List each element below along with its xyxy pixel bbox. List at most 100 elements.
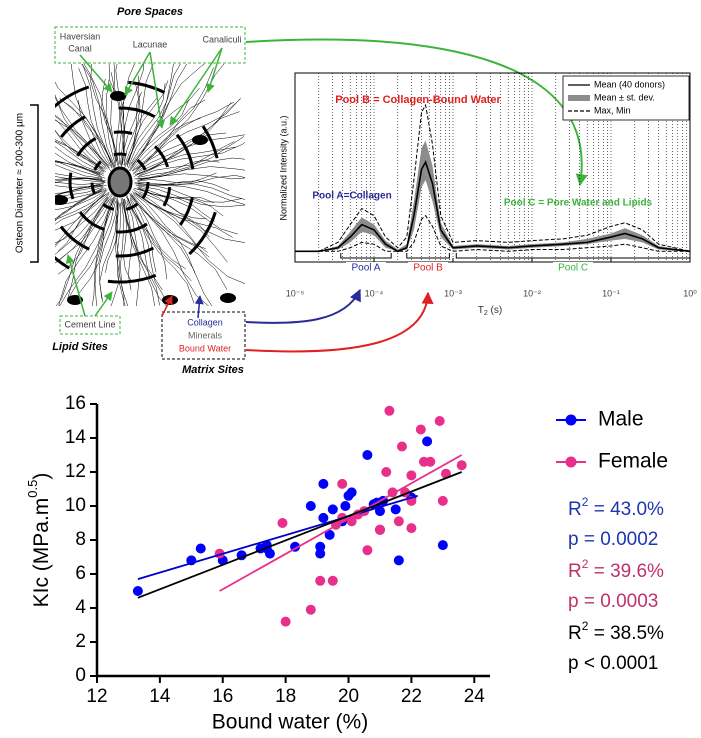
scatter-point — [337, 478, 348, 489]
p-value: p = 0.0003 — [568, 591, 658, 612]
canaliculus — [99, 197, 118, 303]
canaliculus — [134, 160, 220, 180]
y-tick-label: 0 — [75, 665, 86, 686]
y-axis-label-part: ) — [30, 473, 53, 480]
pool-label-bg — [408, 262, 449, 274]
lamella-arc — [113, 152, 127, 157]
pore-spaces-label: Pore Spaces — [117, 6, 183, 18]
canaliculus — [69, 199, 114, 297]
canaliculus — [71, 64, 112, 163]
cement-line-label: Cement Line — [64, 319, 115, 329]
canaliculus — [59, 97, 110, 166]
pool-bracket — [406, 253, 450, 259]
scatter-point — [434, 416, 445, 426]
legend-label: Male — [598, 408, 644, 431]
pool-label: Pool B — [413, 263, 443, 274]
canaliculus — [135, 185, 245, 208]
canaliculus — [131, 191, 245, 285]
scatter-point — [280, 616, 291, 627]
scatter-point — [318, 478, 329, 489]
x-tick-label: 12 — [86, 686, 107, 707]
bound-water-arrow — [245, 291, 434, 353]
canaliculus — [55, 197, 109, 264]
canaliculus — [127, 64, 181, 169]
pool-annotation: Pool B = Collagen-Bound Water — [335, 94, 501, 106]
red-pointer — [161, 295, 173, 317]
scatter-point — [437, 495, 448, 506]
canaliculus — [90, 64, 116, 164]
p-value: p < 0.0001 — [568, 653, 658, 674]
canaliculus — [133, 102, 232, 174]
canaliculus — [138, 111, 240, 172]
pore-arrow — [245, 38, 588, 187]
lamella-arc — [153, 145, 170, 168]
fit-line — [137, 494, 418, 580]
canaliculus — [55, 188, 103, 206]
x-tick-label: 10⁻¹ — [602, 288, 620, 298]
r-squared-part: R — [568, 623, 582, 644]
scatter-point — [393, 555, 404, 566]
y-tick-label: 6 — [75, 563, 86, 584]
canaliculus — [139, 166, 245, 180]
lamella-arc — [141, 181, 150, 200]
canaliculus — [129, 99, 189, 171]
lamella-arc — [60, 115, 86, 138]
scatter-point — [390, 504, 401, 515]
canaliculus — [121, 201, 132, 282]
canaliculus — [131, 99, 206, 172]
r-squared: R2 = 43.0% — [568, 495, 664, 520]
canaliculus — [55, 94, 110, 169]
lamella-arc — [113, 130, 133, 135]
canaliculus — [137, 173, 245, 181]
lacunae-label: Lacunae — [133, 39, 168, 49]
canaliculus — [55, 193, 110, 248]
scatter-point — [318, 512, 329, 523]
lamella-arc — [188, 211, 217, 256]
canaliculus — [133, 141, 235, 177]
y-tick-label: 12 — [65, 461, 86, 482]
canaliculus — [139, 141, 245, 176]
canaliculus — [110, 201, 120, 306]
canaliculus — [117, 202, 126, 306]
scatter-point — [406, 470, 417, 481]
matrix-sites-label: Matrix Sites — [182, 364, 244, 376]
x-tick-label: 16 — [212, 686, 233, 707]
scatter-point — [422, 436, 433, 447]
osteon-illustration — [55, 64, 245, 306]
canaliculus — [136, 101, 235, 169]
canaliculus — [135, 193, 208, 253]
lamella-arc — [116, 222, 148, 234]
y-tick-label: 8 — [75, 529, 86, 550]
legend-label: Female — [598, 450, 668, 473]
y-axis-label: KIc (MPa.m0.5) — [25, 473, 52, 608]
scatter-point — [396, 441, 407, 452]
canaliculus — [55, 186, 104, 199]
lacuna — [67, 295, 83, 305]
haversian-label: Canal — [68, 43, 92, 53]
r-squared-sup: 2 — [582, 557, 589, 571]
canaliculus — [125, 195, 165, 297]
cement-box — [59, 315, 121, 335]
scatter-point — [381, 467, 392, 477]
lamella-arc — [78, 211, 105, 231]
canaliculus — [136, 157, 245, 180]
canaliculus — [136, 98, 241, 171]
canaliculus — [55, 183, 104, 188]
canaliculus — [55, 81, 113, 169]
canaliculus — [59, 98, 110, 167]
canaliculus — [55, 141, 103, 173]
lamella-arc — [55, 255, 71, 270]
y-tick-label: 10 — [65, 495, 86, 516]
lamella-arc — [175, 133, 195, 170]
canaliculus — [131, 194, 196, 274]
lacuna — [110, 91, 126, 101]
scatter-point — [340, 501, 351, 511]
lamella-arc — [68, 172, 75, 200]
r-squared-sup: 2 — [582, 495, 589, 509]
scatter-point — [195, 543, 206, 554]
scatter-point — [324, 529, 335, 540]
canaliculus — [55, 115, 107, 167]
bound-water-label: Bound Water — [179, 343, 231, 353]
scatter-point — [264, 548, 275, 559]
scatter-point — [327, 504, 338, 515]
